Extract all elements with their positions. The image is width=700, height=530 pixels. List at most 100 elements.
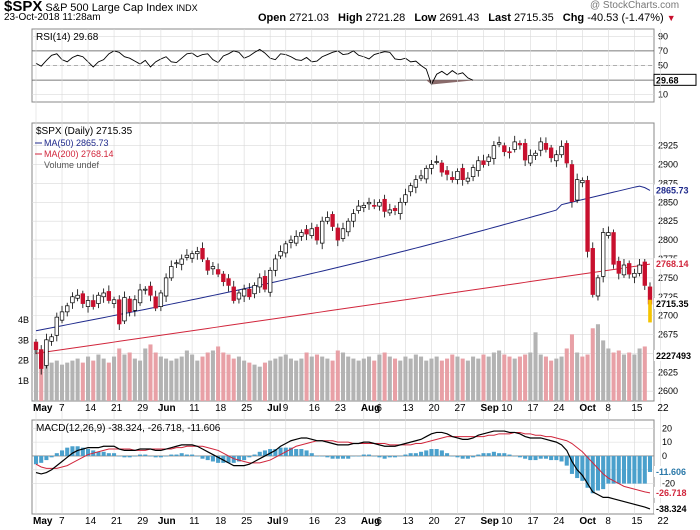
- volume-bar: [377, 354, 382, 401]
- candle-body: [476, 160, 481, 171]
- volume-bar: [585, 354, 590, 401]
- candle-body: [616, 260, 621, 274]
- volume-bar: [320, 356, 325, 401]
- last-price-value: 2715.35: [656, 299, 689, 309]
- volume-bar: [450, 354, 455, 401]
- macd-last-value: -38.324: [656, 504, 687, 514]
- macd-histogram-bar: [512, 455, 517, 457]
- volume-bar: [419, 356, 424, 401]
- volume-bar: [174, 358, 179, 401]
- volume-bar: [366, 356, 372, 401]
- x-tick-label-macd: 13: [402, 516, 414, 527]
- macd-last-value-bg: [654, 502, 696, 514]
- macd-histogram-bar: [424, 450, 429, 456]
- candle-body: [559, 146, 564, 156]
- macd-tick-label: 20: [662, 423, 672, 433]
- volume-bar: [226, 354, 231, 401]
- histogram-last-value: -11.606: [656, 467, 686, 477]
- macd-histogram-bar: [309, 453, 314, 456]
- macd-histogram-bar: [153, 455, 158, 458]
- volume-bar: [398, 360, 403, 401]
- macd-histogram-bar: [366, 454, 372, 456]
- macd-histogram-bar: [543, 455, 548, 459]
- volume-bar: [33, 348, 39, 401]
- x-tick-label-macd: 27: [454, 516, 466, 527]
- candle-body: [569, 164, 575, 202]
- macd-histogram-bar: [174, 454, 179, 456]
- candle-body: [91, 300, 96, 307]
- candle-body: [465, 177, 471, 182]
- candle-body: [418, 175, 424, 179]
- candle-body: [143, 288, 148, 291]
- candle-body: [85, 300, 91, 307]
- x-tick-label-price: 8: [605, 403, 611, 414]
- volume-bar: [523, 354, 528, 401]
- macd-histogram-bar: [299, 449, 304, 456]
- macd-histogram-bar: [86, 449, 91, 456]
- candle-body: [169, 266, 174, 279]
- candle-body: [163, 277, 169, 297]
- macd-histogram-bar: [262, 450, 267, 456]
- volume-bar: [502, 354, 507, 401]
- volume-bar: [216, 346, 221, 401]
- candle-body: [80, 293, 86, 304]
- candle-body: [189, 253, 195, 259]
- volume-bar: [533, 332, 538, 401]
- macd-histogram-bar: [621, 455, 627, 484]
- volume-bar: [80, 362, 85, 401]
- candle-body: [403, 194, 408, 203]
- volume-bar: [590, 328, 595, 401]
- x-tick-label-price: 24: [553, 403, 565, 414]
- candle-body: [179, 258, 184, 265]
- rsi-tick-label: 50: [658, 61, 668, 71]
- ma200-line: [35, 263, 651, 354]
- down-arrow-icon: ▼: [666, 13, 676, 23]
- candle-body: [621, 264, 627, 276]
- x-tick-label-macd: 15: [631, 516, 643, 527]
- candle-body: [491, 145, 497, 159]
- current-day-candle: [648, 299, 652, 323]
- x-tick-label-price: May: [33, 403, 53, 414]
- candle-body: [200, 248, 205, 260]
- x-tick-label-macd: Jun: [158, 516, 176, 527]
- x-tick-label-macd: 8: [605, 516, 611, 527]
- x-tick-label-price: 14: [85, 403, 97, 414]
- candle-body: [293, 235, 299, 244]
- volume-bar: [122, 354, 127, 401]
- volume-bar: [200, 356, 205, 401]
- macd-histogram-bar: [226, 455, 231, 463]
- volume-bar: [575, 352, 580, 401]
- candle-body: [356, 205, 361, 211]
- candle-body: [137, 289, 143, 304]
- candle-body: [49, 336, 54, 342]
- ma200-last-value: 2768.14: [656, 259, 689, 269]
- volume-bar: [273, 358, 278, 401]
- macd-histogram-bar: [601, 455, 606, 490]
- low-value: 2691.43: [439, 12, 480, 24]
- macd-histogram-bar: [184, 454, 189, 456]
- candle-body: [96, 294, 101, 304]
- macd-histogram-bar: [497, 453, 502, 456]
- candle-body: [439, 162, 445, 173]
- x-tick-label-price: 23: [335, 403, 347, 414]
- volume-bar: [481, 354, 486, 401]
- volume-bar: [283, 354, 288, 401]
- candle-body: [444, 170, 450, 175]
- macd-histogram-bar: [335, 455, 340, 459]
- volume-bar: [340, 352, 346, 401]
- x-tick-label-macd: 18: [215, 516, 227, 527]
- macd-histogram-bar: [70, 446, 75, 456]
- x-tick-label-price: 13: [402, 403, 414, 414]
- candle-body: [387, 209, 393, 214]
- macd-histogram-bar: [112, 453, 117, 456]
- candle-body: [392, 208, 398, 211]
- candle-body: [236, 292, 242, 300]
- low-label: Low: [414, 12, 437, 24]
- volume-bar: [554, 358, 559, 401]
- macd-histogram-bar: [580, 455, 585, 481]
- ma50-last-value-bg: [654, 184, 696, 196]
- candle-body: [309, 228, 314, 236]
- volume-bar: [236, 356, 241, 401]
- macd-histogram-bar: [148, 455, 153, 457]
- macd-histogram-bar: [538, 455, 543, 459]
